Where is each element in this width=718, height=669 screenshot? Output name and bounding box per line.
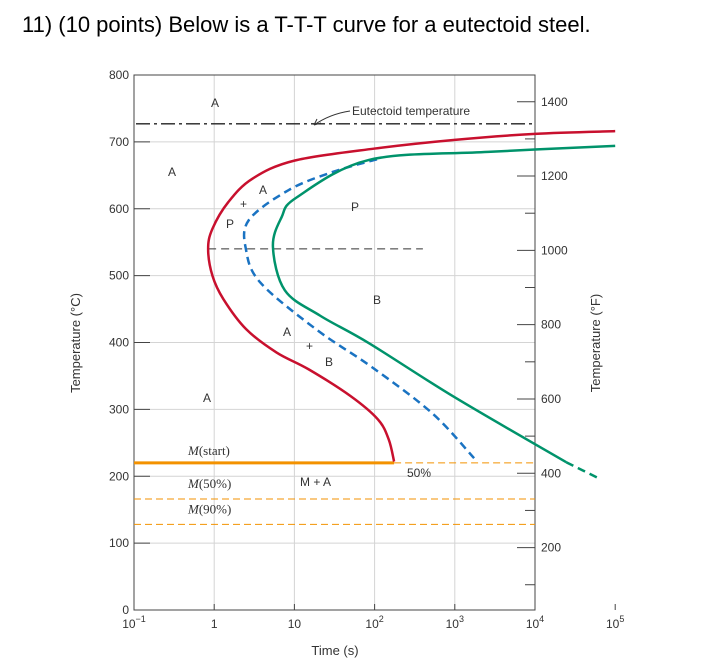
region-label-austenite-left: A	[168, 165, 176, 179]
y-tick-label: 400	[109, 336, 129, 350]
eutectoid-label: Eutectoid temperature	[352, 104, 470, 118]
region-label-pearlite-mix: P	[226, 217, 234, 231]
region-label-austenite-mix-lower: A	[283, 325, 291, 339]
x-tick-label: 10	[288, 617, 302, 631]
x-tick-label: 102	[365, 614, 383, 631]
grid	[134, 75, 536, 610]
region-label-m-plus-a: M + A	[300, 475, 331, 489]
axes: 10−1 1 10 102 103 104 105 0 100 200 300 400 500 600 70…	[109, 68, 624, 631]
curve-finish-extension	[565, 461, 600, 480]
y-right-tick-label: 400	[541, 466, 561, 480]
y-right-tick-label: 200	[541, 541, 561, 555]
region-label-bainite-mix: B	[325, 355, 333, 369]
region-label-plus-lower: +	[306, 339, 313, 353]
y-tick-label: 300	[109, 402, 129, 416]
curve-fifty-percent	[242, 158, 476, 460]
curve-finish	[271, 144, 616, 464]
y-right-tick-label: 1000	[541, 243, 568, 257]
region-label-plus-upper: +	[240, 197, 247, 211]
y-right-tick-label: 600	[541, 392, 561, 406]
y-tick-label: 200	[109, 469, 129, 483]
region-label-austenite-lower: A	[203, 391, 211, 405]
y-axis-label-right: Temperature (°F)	[588, 294, 603, 392]
y-right-tick-label: 1200	[541, 169, 568, 183]
y-tick-label: 100	[109, 536, 129, 550]
curve-start	[206, 129, 616, 462]
region-label-austenite-mix-upper: A	[259, 183, 267, 197]
plot-frame	[133, 74, 536, 611]
martensite-label: M(start)	[187, 443, 230, 458]
y-tick-label: 500	[109, 269, 129, 283]
y-right-tick-label: 800	[541, 318, 561, 332]
question-title: 11) (10 points) Below is a T-T-T curve f…	[22, 12, 591, 37]
martensite-label: M(90%)	[187, 501, 231, 516]
x-axis-label: Time (s)	[311, 643, 358, 658]
x-tick-label: 105	[606, 614, 624, 631]
x-tick-label: 104	[526, 614, 544, 631]
x-tick-label: 10−1	[122, 614, 146, 631]
eutectoid-arrow	[313, 110, 351, 126]
x-tick-label: 1	[211, 617, 218, 631]
region-labels: A A P P + A B A + B A M + A 50% Eutectoi…	[168, 96, 470, 516]
curves	[134, 123, 616, 525]
y-tick-label: 800	[109, 68, 129, 82]
y-tick-label: 700	[109, 135, 129, 149]
y-tick-label: 0	[122, 603, 129, 617]
martensite-label: M(50%)	[187, 476, 231, 491]
x-tick-label: 103	[446, 614, 464, 631]
region-label-bainite: B	[373, 293, 381, 307]
region-label-austenite-top: A	[211, 96, 219, 110]
region-label-pearlite: P	[351, 200, 359, 214]
y-right-tick-label: 1400	[541, 95, 568, 109]
y-axis-label-left: Temperature (°C)	[68, 293, 83, 393]
y-tick-label: 600	[109, 202, 129, 216]
label-fifty-percent: 50%	[407, 466, 431, 480]
